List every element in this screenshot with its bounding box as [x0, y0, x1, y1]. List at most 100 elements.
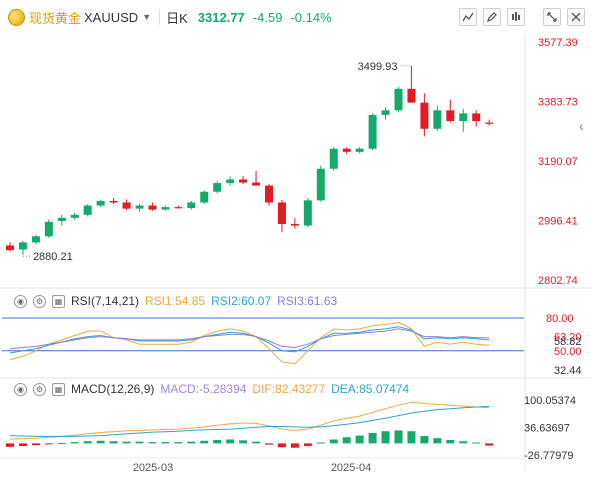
price-change-pct: -0.14%	[290, 9, 332, 25]
rsi-series-line	[9, 321, 490, 365]
indicator-box-icon[interactable]: ▦	[52, 382, 65, 396]
candle-body	[109, 200, 118, 203]
candle-body	[174, 207, 183, 209]
macd-legend: ◉ ⚙ ▦ MACD(12,26,9) MACD:-5.28394 DIF:82…	[14, 382, 415, 396]
eye-icon[interactable]: ◉	[14, 382, 27, 396]
candle-body	[44, 221, 53, 237]
candle-body	[342, 148, 351, 152]
candle-body	[459, 113, 468, 122]
indicator-icon[interactable]	[507, 8, 525, 26]
macd-title: MACD(12,26,9)	[71, 382, 155, 396]
candle-body	[31, 236, 40, 243]
candle-body	[83, 205, 92, 215]
macd-histogram-bar	[303, 443, 312, 446]
price-tick-label: 2996.41	[538, 215, 578, 227]
macd-histogram-bar	[83, 441, 92, 444]
candle-body	[122, 202, 131, 209]
edit-icon[interactable]	[483, 8, 501, 26]
macd-series-line	[9, 401, 490, 440]
candle-body	[200, 191, 209, 203]
min-annotation: 2880.21	[33, 251, 73, 263]
macd-label: MACD:-5.28394	[160, 382, 247, 396]
macd-histogram-bar	[174, 442, 183, 444]
indicator-box-icon[interactable]: ▦	[52, 294, 65, 308]
rsi-tick-label: 58.82	[554, 336, 582, 348]
settings-icon[interactable]: ⚙	[33, 294, 46, 308]
dif-label: DIF:82.43277	[252, 382, 326, 396]
macd-histogram-bar	[277, 443, 286, 448]
toolbar	[459, 8, 585, 26]
close-icon[interactable]	[567, 8, 585, 26]
macd-histogram-bar	[381, 431, 390, 444]
candle-body	[446, 110, 455, 122]
macd-histogram-bar	[187, 441, 196, 444]
gold-coin-icon	[8, 8, 25, 26]
candle-body	[381, 110, 390, 115]
chart-header: 现货黄金 XAUUSD ▼ 日K 3312.77 -4.59 -0.14%	[0, 0, 591, 34]
candle-body	[290, 224, 299, 226]
rsi-tick-label: 63.20	[554, 331, 582, 343]
eye-icon[interactable]: ◉	[14, 294, 27, 308]
candle-body	[135, 205, 144, 209]
last-price: 3312.77	[197, 9, 245, 25]
candle-body	[239, 179, 248, 183]
candle-body	[96, 200, 105, 206]
x-tick-label: 2025-03	[133, 462, 173, 474]
candle-body	[148, 205, 157, 210]
candle-body	[213, 183, 222, 192]
macd-histogram-bar	[329, 439, 338, 444]
rsi-tick-label: 80.00	[546, 313, 574, 325]
macd-histogram-bar	[472, 442, 481, 444]
settings-icon[interactable]: ⚙	[33, 382, 46, 396]
candle-body	[57, 217, 66, 221]
macd-histogram-bar	[239, 440, 248, 444]
macd-histogram-bar	[135, 441, 144, 444]
rsi-tick-label: 32.44	[554, 365, 582, 377]
price-tick-label: 2802.74	[538, 275, 578, 287]
dea-label: DEA:85.07474	[331, 382, 410, 396]
candle-body	[407, 88, 416, 103]
candle-body	[368, 114, 377, 149]
max-annotation: 3499.93	[358, 61, 398, 73]
chevron-down-icon[interactable]: ▼	[142, 12, 152, 22]
rsi-series-line	[9, 326, 490, 354]
candle-body	[252, 182, 261, 186]
collapse-panel-icon[interactable]: ‹	[579, 118, 584, 134]
line-tool-icon[interactable]	[459, 8, 477, 26]
candle-body	[329, 148, 338, 169]
candle-body	[70, 214, 79, 218]
timeframe-selector[interactable]: 日K	[166, 10, 188, 26]
macd-histogram-bar	[290, 443, 299, 448]
macd-series-line	[9, 406, 490, 437]
expand-icon[interactable]	[543, 8, 561, 26]
macd-histogram-bar	[407, 431, 416, 444]
symbol-code[interactable]: XAUUSD	[84, 9, 139, 25]
macd-tick-label: 100.05374	[524, 395, 576, 407]
candle-body	[277, 202, 286, 225]
macd-histogram-bar	[265, 443, 273, 445]
candle-body	[433, 110, 442, 129]
rsi-title: RSI(7,14,21)	[71, 294, 140, 308]
macd-histogram-bar	[368, 432, 377, 444]
macd-histogram-bar	[6, 443, 14, 447]
rsi-series-line	[9, 328, 490, 350]
rsi1-label: RSI1:54.85	[145, 294, 206, 308]
macd-histogram-bar	[122, 441, 131, 444]
candle-body	[394, 88, 403, 111]
candle-body	[355, 148, 364, 152]
macd-histogram-bar	[213, 439, 222, 444]
candle-body	[18, 242, 27, 250]
candle-body	[265, 185, 273, 203]
candle-body	[303, 200, 312, 226]
macd-histogram-bar	[459, 441, 468, 444]
macd-histogram-bar	[394, 430, 403, 444]
price-tick-label: 3383.73	[538, 96, 578, 108]
macd-histogram-bar	[355, 435, 364, 444]
candle-body	[485, 122, 494, 124]
macd-tick-label: -26.77979	[524, 450, 574, 462]
candle-body	[420, 102, 429, 129]
symbol-name[interactable]: 现货黄金	[29, 10, 82, 26]
macd-histogram-bar	[148, 442, 157, 444]
macd-histogram-bar	[57, 442, 66, 444]
